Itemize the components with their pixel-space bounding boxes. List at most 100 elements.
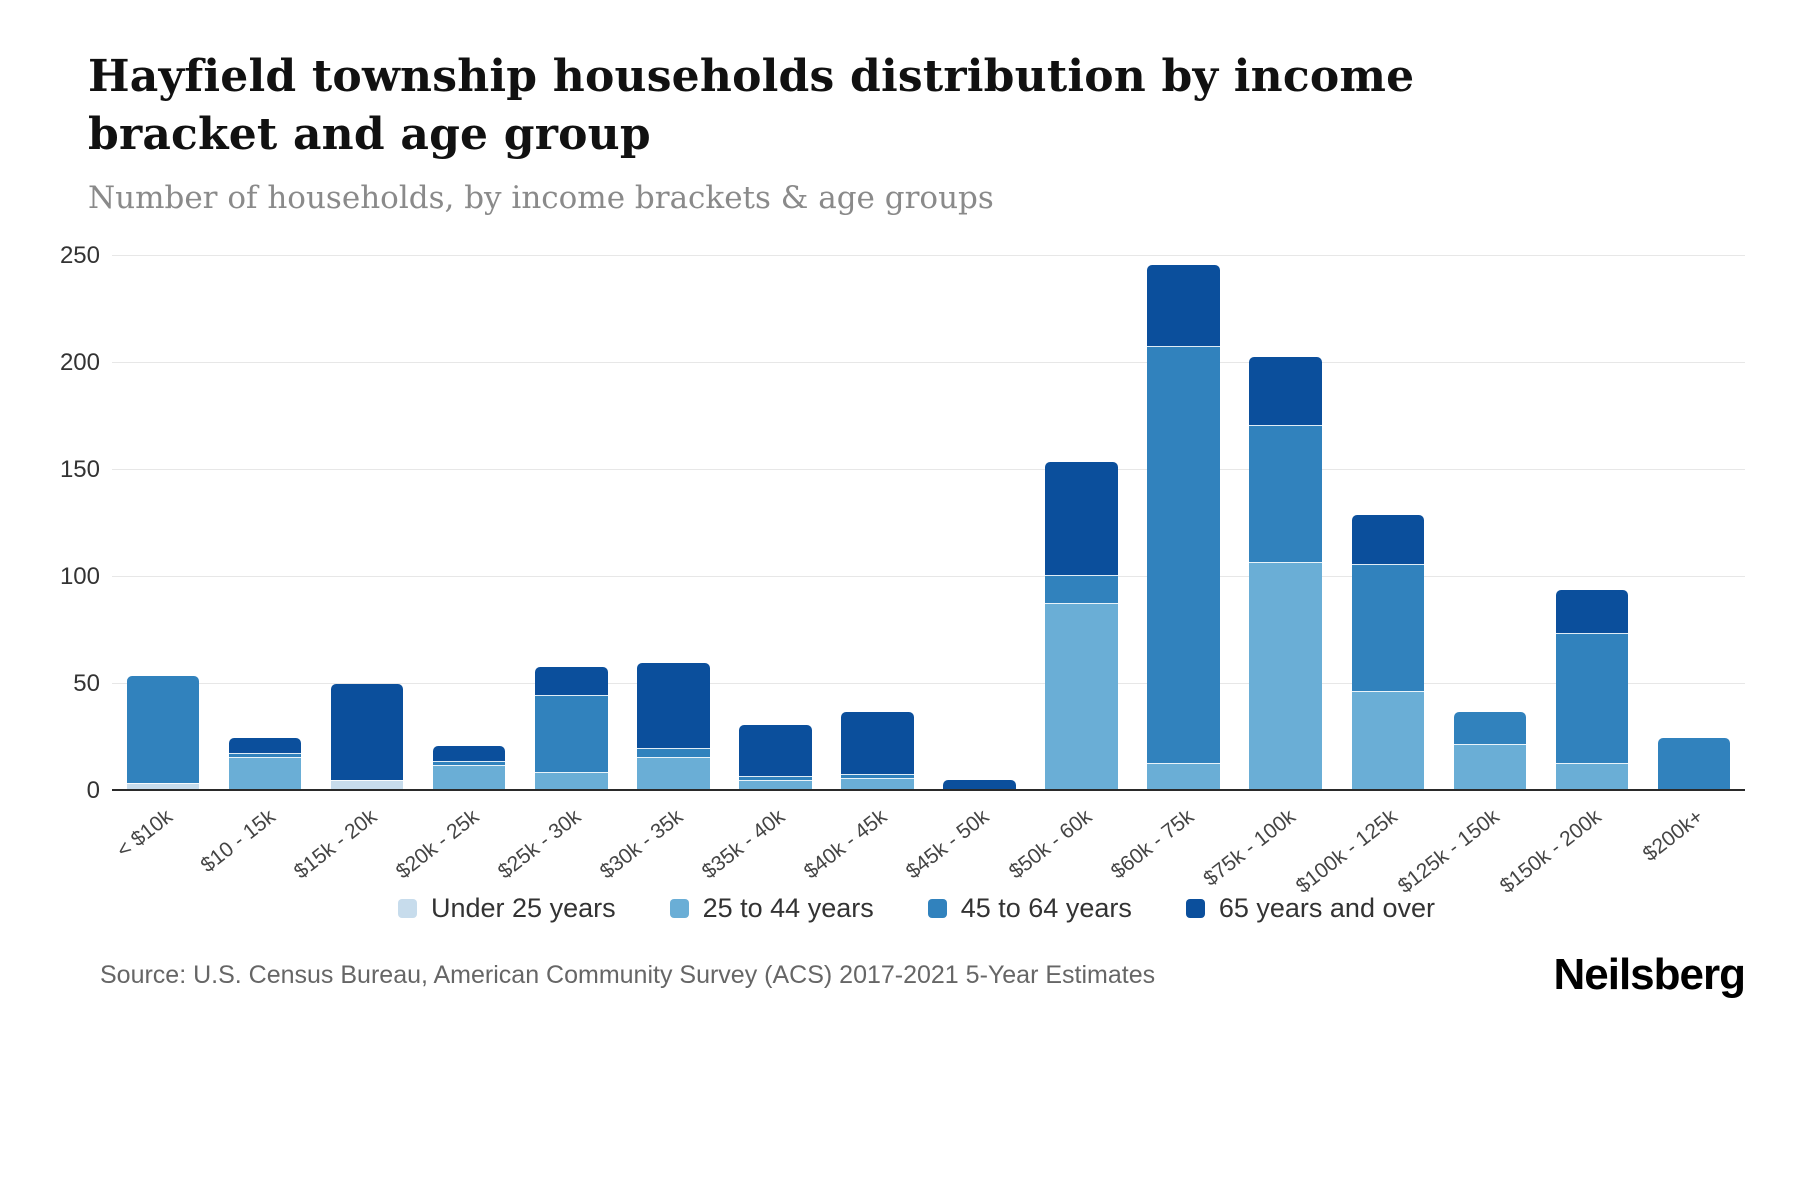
bar-slot — [1337, 256, 1439, 792]
x-axis-baseline — [112, 789, 1745, 792]
legend-item: Under 25 years — [398, 893, 616, 924]
legend-swatch — [669, 899, 689, 919]
gridline — [112, 576, 1745, 578]
legend-label: 45 to 64 years — [960, 893, 1132, 924]
y-axis-tick-label: 150 — [59, 456, 100, 484]
bar-slot — [520, 256, 622, 792]
bar-segment — [1045, 461, 1118, 576]
bar-segment — [1045, 575, 1118, 603]
legend-swatch — [927, 899, 947, 919]
bar-slot — [1031, 256, 1133, 792]
bar-segment — [841, 778, 914, 792]
bar-segment — [535, 771, 608, 792]
stacked-bar — [228, 737, 302, 792]
bar-segment — [432, 746, 506, 762]
bar-slot — [622, 256, 724, 792]
bar-segment — [1657, 737, 1731, 792]
y-axis-tick-label: 100 — [59, 563, 100, 591]
bar-slot — [214, 256, 316, 792]
bar-segment — [1453, 711, 1527, 745]
bar-segment — [739, 776, 812, 781]
bar-segment — [1249, 562, 1322, 792]
bar-segment — [841, 711, 914, 775]
legend-swatch — [1185, 899, 1205, 919]
stacked-bar — [841, 711, 914, 792]
gridline — [112, 255, 1745, 257]
bar-slot — [112, 256, 214, 792]
bar-segment — [943, 780, 1016, 790]
bar-segment — [637, 748, 710, 757]
bar-segment — [432, 765, 506, 792]
gridline — [112, 469, 1745, 471]
bar-slot — [1439, 256, 1541, 792]
neilsberg-logo: Neilsberg — [1553, 950, 1746, 1000]
bar-slot — [1235, 256, 1337, 792]
bars-group — [112, 256, 1745, 792]
bar-segment — [1453, 744, 1527, 792]
bar-segment — [228, 737, 302, 753]
bar-segment — [1351, 564, 1424, 691]
x-axis-label: $200k+ — [1639, 805, 1709, 867]
bar-segment — [1147, 763, 1220, 792]
bar-segment — [330, 780, 404, 792]
stacked-bar — [432, 746, 506, 792]
y-axis-tick-label: 200 — [59, 349, 100, 377]
legend-item: 65 years and over — [1185, 893, 1435, 924]
stacked-bar — [739, 724, 812, 792]
x-axis-label: < $10k — [112, 805, 178, 863]
bar-segment — [330, 684, 404, 781]
bar-segment — [739, 780, 812, 792]
bar-segment — [126, 782, 200, 792]
stacked-bar — [637, 662, 710, 792]
bar-segment — [432, 761, 506, 766]
legend: Under 25 years 25 to 44 years 45 to 64 yea… — [88, 893, 1745, 924]
x-axis-label-slot: $150k - 200k — [1496, 791, 1643, 898]
bar-segment — [637, 662, 710, 749]
stacked-bar — [1249, 356, 1322, 792]
bar-segment — [228, 752, 302, 757]
source-text: Source: U.S. Census Bureau, American Com… — [100, 960, 1156, 989]
bar-segment — [535, 694, 608, 772]
bar-segment — [1249, 425, 1322, 563]
y-axis-tick-label: 0 — [86, 777, 100, 805]
stacked-bar — [1147, 264, 1220, 792]
stacked-bar — [1453, 711, 1527, 792]
bar-slot — [1643, 256, 1745, 792]
gridline — [112, 362, 1745, 364]
legend-label: Under 25 years — [431, 893, 616, 924]
legend-swatch — [398, 899, 417, 919]
bar-segment — [1249, 356, 1322, 426]
bar-segment — [1555, 590, 1629, 633]
stacked-bar — [1351, 515, 1424, 792]
legend-item: 25 to 44 years — [669, 893, 874, 924]
bar-segment — [841, 774, 914, 779]
bar-slot — [418, 256, 520, 792]
legend-item: 45 to 64 years — [927, 893, 1132, 924]
bar-segment — [637, 756, 710, 792]
bar-segment — [739, 724, 812, 777]
footer: Source: U.S. Census Bureau, American Com… — [88, 950, 1746, 1000]
bar-slot — [316, 256, 418, 792]
stacked-bar — [330, 684, 404, 792]
gridlines — [112, 255, 1745, 792]
bar-slot — [724, 256, 826, 792]
legend-label: 65 years and over — [1218, 893, 1435, 924]
bar-segment — [1045, 602, 1118, 792]
bar-segment — [1147, 264, 1220, 347]
bar-slot — [1133, 256, 1235, 792]
bar-segment — [1351, 690, 1424, 792]
stacked-bar — [535, 667, 608, 792]
bar-segment — [535, 667, 608, 695]
stacked-bar — [126, 675, 200, 792]
gridline — [112, 683, 1745, 685]
x-axis: < $10k $10 - 15k $15k - 20k $20k - 25k $25k … — [112, 791, 1745, 898]
legend-label: 25 to 44 years — [702, 893, 874, 924]
bar-slot — [826, 256, 928, 792]
chart-title: Hayfield township households distributio… — [88, 51, 1415, 161]
y-axis-tick-label: 50 — [73, 670, 100, 698]
bar-segment — [126, 675, 200, 783]
y-axis-tick-label: 250 — [59, 242, 100, 270]
plot-area: 0 50 100 150 200 250 — [60, 242, 1745, 804]
bar-segment — [1555, 632, 1629, 764]
